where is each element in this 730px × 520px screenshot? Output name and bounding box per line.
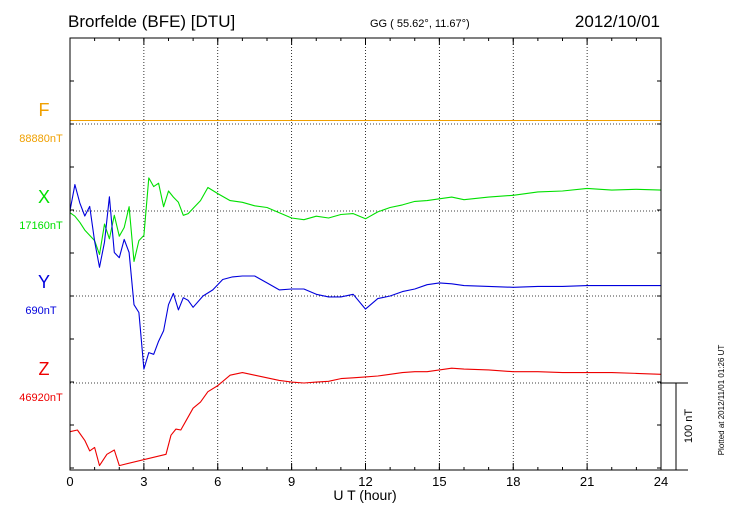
x-tick-label: 15 [432, 474, 446, 489]
series-name-y: Y [38, 272, 50, 292]
x-tick-label: 3 [140, 474, 147, 489]
x-axis-label: U T (hour) [333, 487, 396, 503]
x-tick-label: 6 [214, 474, 221, 489]
baseline-label-x: 17160nT [19, 220, 63, 232]
plotted-note: Plotted at 2012/11/01 01:26 UT [717, 345, 726, 456]
series-line-x [69, 177, 662, 263]
coordinates-label: GG ( 55.62°, 11.67°) [370, 18, 470, 30]
baseline-label-z: 46920nT [19, 392, 63, 404]
scale-label: 100 nT [683, 409, 695, 444]
grid [70, 38, 661, 470]
x-tick-label: 12 [358, 474, 372, 489]
series-name-z: Z [39, 359, 50, 379]
date-label: 2012/10/01 [575, 12, 660, 31]
x-tick-label: 18 [506, 474, 520, 489]
series-line-y [69, 184, 661, 370]
x-tick-label: 9 [288, 474, 295, 489]
x-tick-label: 24 [654, 474, 668, 489]
x-tick-label: 21 [580, 474, 594, 489]
baseline-label-y: 690nT [25, 305, 56, 317]
series-lines [69, 119, 662, 467]
station-title: Brorfelde (BFE) [DTU] [68, 12, 235, 31]
series-line-z [69, 367, 662, 467]
series-name-f: F [39, 100, 50, 120]
x-tick-label: 0 [66, 474, 73, 489]
series-labels: F 88880nT X 17160nT Y 690nT Z 46920nT [19, 100, 63, 404]
baseline-label-f: 88880nT [19, 133, 63, 145]
x-axis-ticks: 0 3 6 9 12 15 18 21 24 [66, 38, 668, 489]
scale-bar: 100 nT [660, 382, 695, 471]
series-name-x: X [38, 187, 50, 207]
